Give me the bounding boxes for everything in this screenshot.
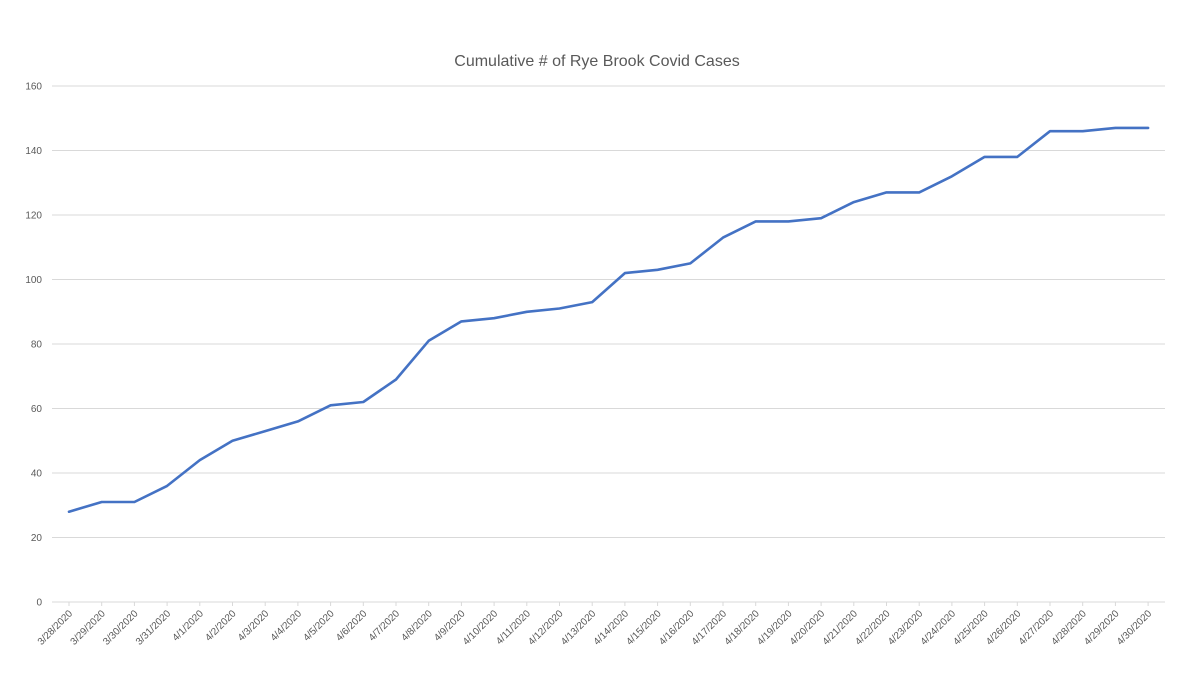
- data-point: [458, 318, 464, 324]
- y-tick-label: 60: [31, 404, 43, 415]
- y-tick-label: 40: [31, 469, 43, 480]
- data-point: [99, 499, 105, 505]
- data-point: [1080, 128, 1086, 134]
- data-point: [1014, 154, 1020, 160]
- series-layer: [66, 125, 1151, 515]
- data-point: [1145, 125, 1151, 131]
- y-tick-label: 140: [25, 146, 42, 157]
- data-point: [230, 438, 236, 444]
- data-point: [1047, 128, 1053, 134]
- gridlines: [52, 85, 1165, 606]
- data-point: [687, 260, 693, 266]
- data-point: [295, 418, 301, 424]
- data-point: [785, 218, 791, 224]
- data-point: [426, 338, 432, 344]
- data-point: [949, 173, 955, 179]
- x-tick-label: 4/7/2020: [367, 608, 403, 644]
- data-point: [655, 267, 661, 273]
- data-point: [66, 509, 72, 515]
- data-point: [164, 483, 170, 489]
- y-tick-label: 20: [31, 533, 43, 544]
- data-point: [131, 499, 137, 505]
- x-tick-label: 4/6/2020: [334, 608, 370, 644]
- data-point: [884, 189, 890, 195]
- x-tick-label: 4/30/2020: [1115, 608, 1155, 648]
- data-point: [589, 299, 595, 305]
- data-point: [360, 399, 366, 405]
- data-point: [982, 154, 988, 160]
- x-tick-label: 4/1/2020: [171, 608, 207, 644]
- data-point: [916, 189, 922, 195]
- x-tick-label: 4/10/2020: [461, 608, 501, 648]
- data-point: [393, 376, 399, 382]
- series-line-0: [67, 126, 1150, 514]
- y-tick-label: 100: [25, 275, 42, 286]
- x-tick-label: 4/2/2020: [203, 608, 239, 644]
- x-tick-label: 4/5/2020: [301, 608, 337, 644]
- data-point: [262, 428, 268, 434]
- data-point: [524, 309, 530, 315]
- data-point: [1112, 125, 1118, 131]
- data-point: [753, 218, 759, 224]
- data-point: [491, 315, 497, 321]
- x-tick-label: 4/3/2020: [236, 608, 272, 644]
- data-point: [851, 199, 857, 205]
- data-point: [622, 270, 628, 276]
- data-point: [720, 235, 726, 241]
- y-tick-label: 80: [31, 340, 43, 351]
- y-tick-label: 120: [25, 211, 42, 222]
- data-point: [818, 215, 824, 221]
- chart-title: Cumulative # of Rye Brook Covid Cases: [454, 53, 739, 70]
- y-tick-label: 160: [25, 82, 42, 93]
- data-point: [557, 306, 563, 312]
- y-tick-label: 0: [36, 598, 42, 609]
- x-tick-label: 3/31/2020: [134, 608, 174, 648]
- y-axis-tick-labels: 0 20 40 60 80 100 120 140 160: [25, 82, 42, 609]
- x-axis-tick-labels: 3/28/20203/29/20203/30/20203/31/20204/1/…: [36, 608, 1155, 648]
- data-point: [328, 402, 334, 408]
- x-tick-label: 4/4/2020: [269, 608, 305, 644]
- data-point: [197, 457, 203, 463]
- x-tick-label: 4/8/2020: [400, 608, 436, 644]
